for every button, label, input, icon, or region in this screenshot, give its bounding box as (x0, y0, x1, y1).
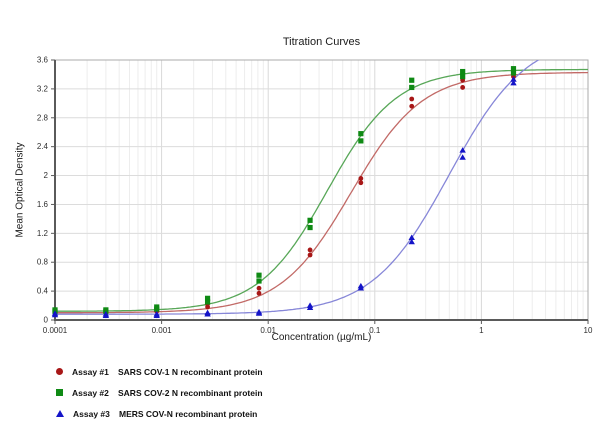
assay-1-label: Assay #1 (72, 366, 109, 377)
legend: Assay #1 SARS COV-1 N recombinant protei… (56, 361, 263, 424)
assay-3-point (459, 154, 466, 160)
assay-3-point (255, 308, 263, 315)
assay-1-description: SARS COV-1 N recombinant protein (118, 366, 263, 377)
x-tick-label: 0.1 (369, 326, 381, 335)
assay-1-point (307, 252, 313, 258)
y-tick-label: 0.8 (37, 258, 49, 267)
assay-2-curve (55, 68, 588, 312)
assay-1-point (460, 85, 466, 90)
assay-3-description: MERS COV-N recombinant protein (119, 408, 258, 419)
assay-1-points (52, 70, 516, 316)
assay-1-point (256, 290, 262, 296)
y-tick-label: 0.4 (37, 287, 49, 296)
assay-3-point (510, 76, 517, 82)
assay-2-square-marker-icon (56, 389, 63, 396)
y-tick-label: 1.2 (37, 229, 49, 238)
plot-frame (54, 59, 589, 321)
assay-1-point (409, 103, 415, 109)
assay-1-circle-marker-icon (56, 368, 63, 375)
assay-2-point (256, 272, 262, 278)
assay-1-point (256, 285, 262, 291)
assay-2-point (52, 307, 58, 313)
assay-3-point (408, 238, 415, 245)
assay-3-curve (55, 60, 540, 315)
assay-2-point (103, 307, 109, 313)
assay-2-point (204, 295, 211, 301)
assay-1-point (307, 247, 313, 253)
assay-3-points (51, 76, 517, 318)
y-tick-label: 1.6 (37, 200, 49, 209)
assay-2-point (307, 217, 313, 223)
x-tick-label: 0.001 (152, 326, 173, 335)
assay-2-description: SARS COV-2 N recombinant protein (118, 387, 263, 398)
y-tick-label: 2 (44, 171, 49, 180)
assay-3-point (510, 79, 517, 86)
curves-layer (55, 60, 588, 315)
assay-2-point (409, 77, 415, 83)
assay-1-point (409, 96, 415, 102)
assay-3-point (102, 311, 110, 317)
assay-2-point (460, 74, 466, 80)
assay-3-point (306, 302, 314, 308)
assay-3-point (153, 311, 160, 317)
x-tick-label: 0.0001 (43, 326, 68, 335)
assay-3-point (408, 234, 415, 240)
assay-1-curve (55, 71, 588, 314)
y-tick-label: 2.4 (37, 142, 49, 151)
y-tick-label: 3.6 (37, 56, 49, 65)
assay-2-point (154, 304, 160, 310)
chart-title: Titration Curves (282, 36, 361, 48)
assay-2-points (52, 66, 517, 314)
assay-3-point (51, 310, 59, 316)
assay-3-point (357, 282, 365, 289)
y-tick-label: 3.2 (37, 84, 49, 93)
legend-row-assay-1: Assay #1 SARS COV-1 N recombinant protei… (56, 361, 263, 382)
assay-2-point (256, 278, 262, 284)
x-tick-label: 10 (584, 326, 593, 335)
assay-2-point (510, 66, 517, 72)
assay-2-point (204, 299, 211, 305)
x-tick-label: 1 (479, 326, 484, 335)
assay-2-point (409, 84, 415, 91)
legend-row-assay-3: Assay #3 MERS COV-N recombinant protein (56, 403, 263, 424)
y-tick-label: 2.8 (37, 113, 49, 122)
assay-3-label: Assay #3 (73, 408, 110, 419)
assay-3-triangle-marker-icon (56, 410, 64, 417)
legend-row-assay-2: Assay #2 SARS COV-2 N recombinant protei… (56, 382, 263, 403)
assay-3-point (459, 147, 466, 153)
y-tick-label: 0 (44, 316, 49, 325)
assay-2-point (510, 70, 517, 76)
assay-3-point (204, 309, 211, 316)
assay-2-point (358, 131, 364, 137)
x-tick-label: 0.01 (260, 326, 276, 335)
assay-2-point (460, 68, 466, 75)
assay-2-label: Assay #2 (72, 387, 109, 398)
assay-2-point (358, 138, 364, 144)
x-axis-title: Concentration (µg/mL) (271, 332, 372, 343)
assay-1-point (358, 180, 364, 186)
assay-1-point (358, 176, 364, 181)
assay-2-point (307, 224, 313, 231)
